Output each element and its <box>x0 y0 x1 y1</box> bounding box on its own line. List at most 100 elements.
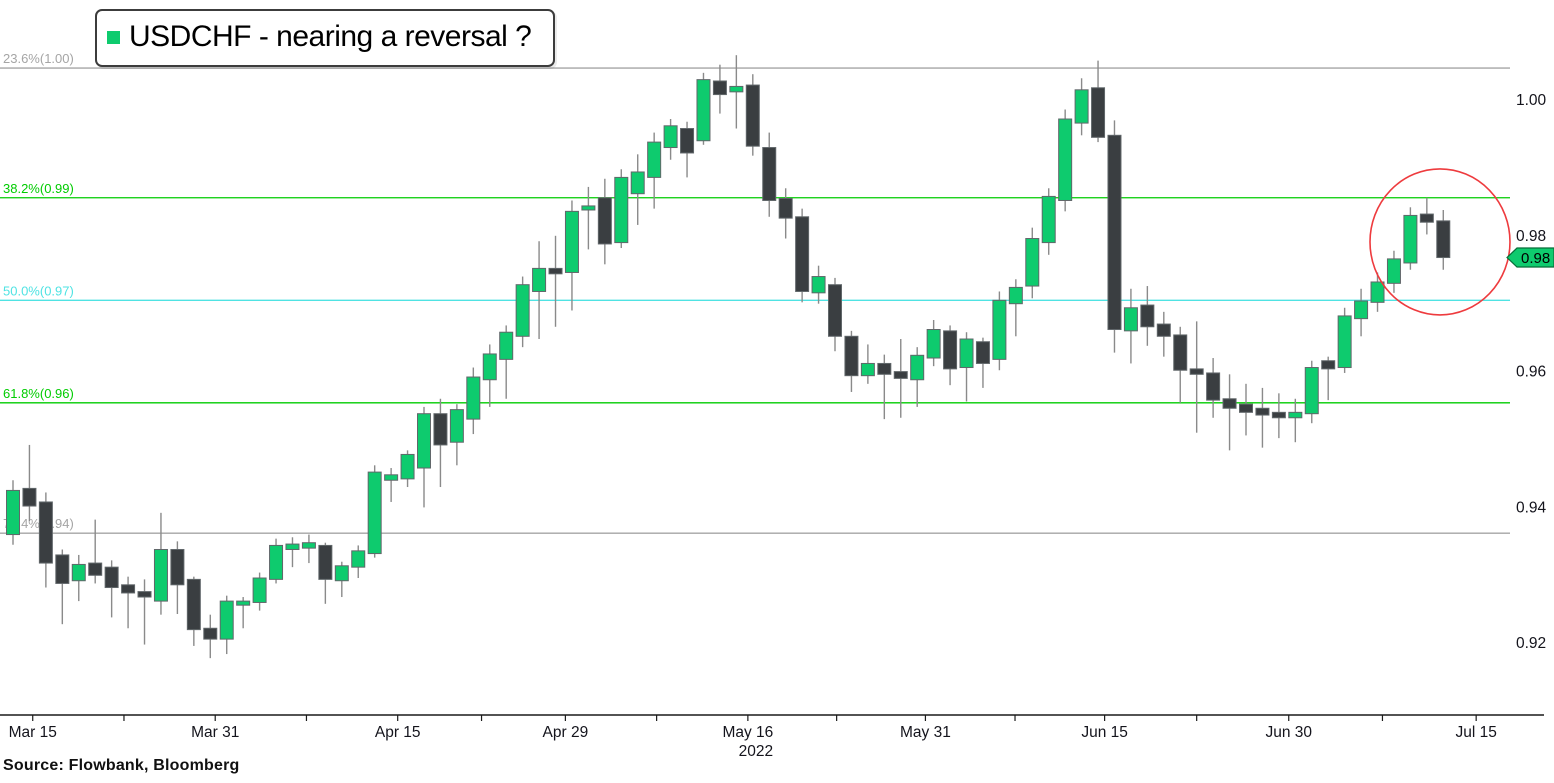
x-axis-label: Jul 15 <box>1455 724 1496 741</box>
candle-body-up <box>564 210 579 273</box>
candle-body-down <box>828 284 842 337</box>
candle-body-down <box>1156 323 1171 337</box>
candle-body-down <box>1239 403 1253 413</box>
candle-body-down <box>38 501 53 564</box>
candle-body-up <box>910 354 925 381</box>
candle-body-up <box>1123 307 1138 332</box>
candle-body-down <box>186 578 201 631</box>
x-axis-label: Jun 15 <box>1081 724 1128 741</box>
candle-body-down <box>1255 407 1270 416</box>
candle-body-down <box>88 562 103 576</box>
candle-body-up <box>482 353 497 381</box>
candle-body-down <box>712 80 727 96</box>
candle-body-down <box>1189 368 1204 375</box>
candle-body-up <box>367 471 382 555</box>
candle-body-up <box>417 413 431 469</box>
fib-label: 38.2%(0.99) <box>3 181 74 196</box>
source-attribution: Source: Flowbank, Bloomberg <box>3 757 240 774</box>
candle-body-up <box>499 331 514 360</box>
y-axis-label: 0.96 <box>1516 364 1546 381</box>
candle-body-down <box>943 330 958 370</box>
candle-body-down <box>433 413 448 446</box>
x-axis-label: May 31 <box>900 724 951 741</box>
y-axis-label: 1.00 <box>1516 92 1547 109</box>
candle-body-up <box>1337 315 1352 369</box>
x-axis-label: Mar 15 <box>9 724 57 741</box>
candle-body-up <box>285 543 300 550</box>
x-axis-label: Apr 29 <box>543 724 589 741</box>
y-axis-label: 0.92 <box>1516 635 1546 652</box>
candle-body-down <box>795 216 810 292</box>
candle-body-down <box>1436 220 1451 259</box>
candle-body-down <box>318 544 333 580</box>
candle-body-up <box>515 284 530 337</box>
candle-body-down <box>104 566 119 589</box>
candle-body-up <box>1370 281 1385 303</box>
candle-body-up <box>1288 411 1303 419</box>
candle-body-up <box>449 409 464 443</box>
candle-body-down <box>121 584 136 594</box>
candle-body-down <box>170 548 185 586</box>
x-axis-label: Mar 31 <box>191 724 239 741</box>
candle-body-down <box>1140 304 1155 328</box>
candle-body-up <box>926 329 941 359</box>
x-axis-label: May 16 <box>722 724 773 741</box>
candle-body-up <box>219 600 234 640</box>
candle-body-up <box>1041 195 1056 244</box>
candle-body-down <box>1321 360 1336 370</box>
candle-body-down <box>597 197 612 245</box>
candle-body-down <box>778 197 793 219</box>
candle-body-up <box>811 276 826 294</box>
fib-label: 61.8%(0.96) <box>3 386 74 401</box>
chart-title-box: USDCHF - nearing a reversal ? <box>95 9 556 67</box>
candle-body-down <box>203 627 218 640</box>
reversal-circle-annotation <box>1369 168 1511 316</box>
candle-body-up <box>860 362 875 377</box>
candle-body-down <box>844 335 859 377</box>
candle-body-down <box>1091 87 1106 138</box>
candle-body-up <box>400 453 415 480</box>
last-price-tag-label: 0.98 <box>1521 250 1550 267</box>
legend-marker-icon <box>107 30 120 44</box>
candle-body-down <box>1222 398 1237 409</box>
candle-body-up <box>630 171 645 195</box>
candle-body-up <box>532 267 547 292</box>
candle-body-up <box>71 563 86 582</box>
candle-body-up <box>351 550 366 568</box>
candle-body-down <box>745 84 760 147</box>
candle-body-up <box>614 176 629 244</box>
x-axis-label: Apr 15 <box>375 724 421 741</box>
candle-body-down <box>680 128 695 154</box>
candle-body-down <box>1419 213 1434 223</box>
candle-body-up <box>6 489 20 536</box>
candle-body-up <box>252 577 267 603</box>
candle-body-down <box>55 554 70 584</box>
candle-body-up <box>696 79 711 142</box>
candle-body-up <box>334 565 349 582</box>
fib-label: 50.0%(0.97) <box>3 283 74 298</box>
candle-body-up <box>1008 286 1023 305</box>
candle-body-up <box>992 299 1007 360</box>
candle-body-up <box>1354 300 1369 320</box>
candle-body-up <box>1403 214 1418 264</box>
candle-body-down <box>1206 372 1221 401</box>
candle-body-down <box>22 487 37 507</box>
x-axis-label: Jun 30 <box>1265 724 1312 741</box>
candle-body-down <box>1107 134 1122 331</box>
candle-body-up <box>959 338 974 369</box>
candle-body-down <box>1271 411 1286 419</box>
candle-body-down <box>1173 334 1188 371</box>
candle-body-down <box>877 362 892 375</box>
candle-body-up <box>647 141 662 178</box>
candle-body-up <box>269 544 284 580</box>
candle-body-down <box>762 147 777 201</box>
candle-body-down <box>137 591 152 598</box>
candle-body-up <box>384 474 399 481</box>
candle-body-up <box>663 125 678 149</box>
candle-body-up <box>1074 89 1089 124</box>
candle-body-up <box>1386 258 1401 284</box>
chart-title: USDCHF - nearing a reversal ? <box>129 20 532 53</box>
candle-body-down <box>893 371 908 379</box>
candle-body-up <box>1025 238 1040 287</box>
